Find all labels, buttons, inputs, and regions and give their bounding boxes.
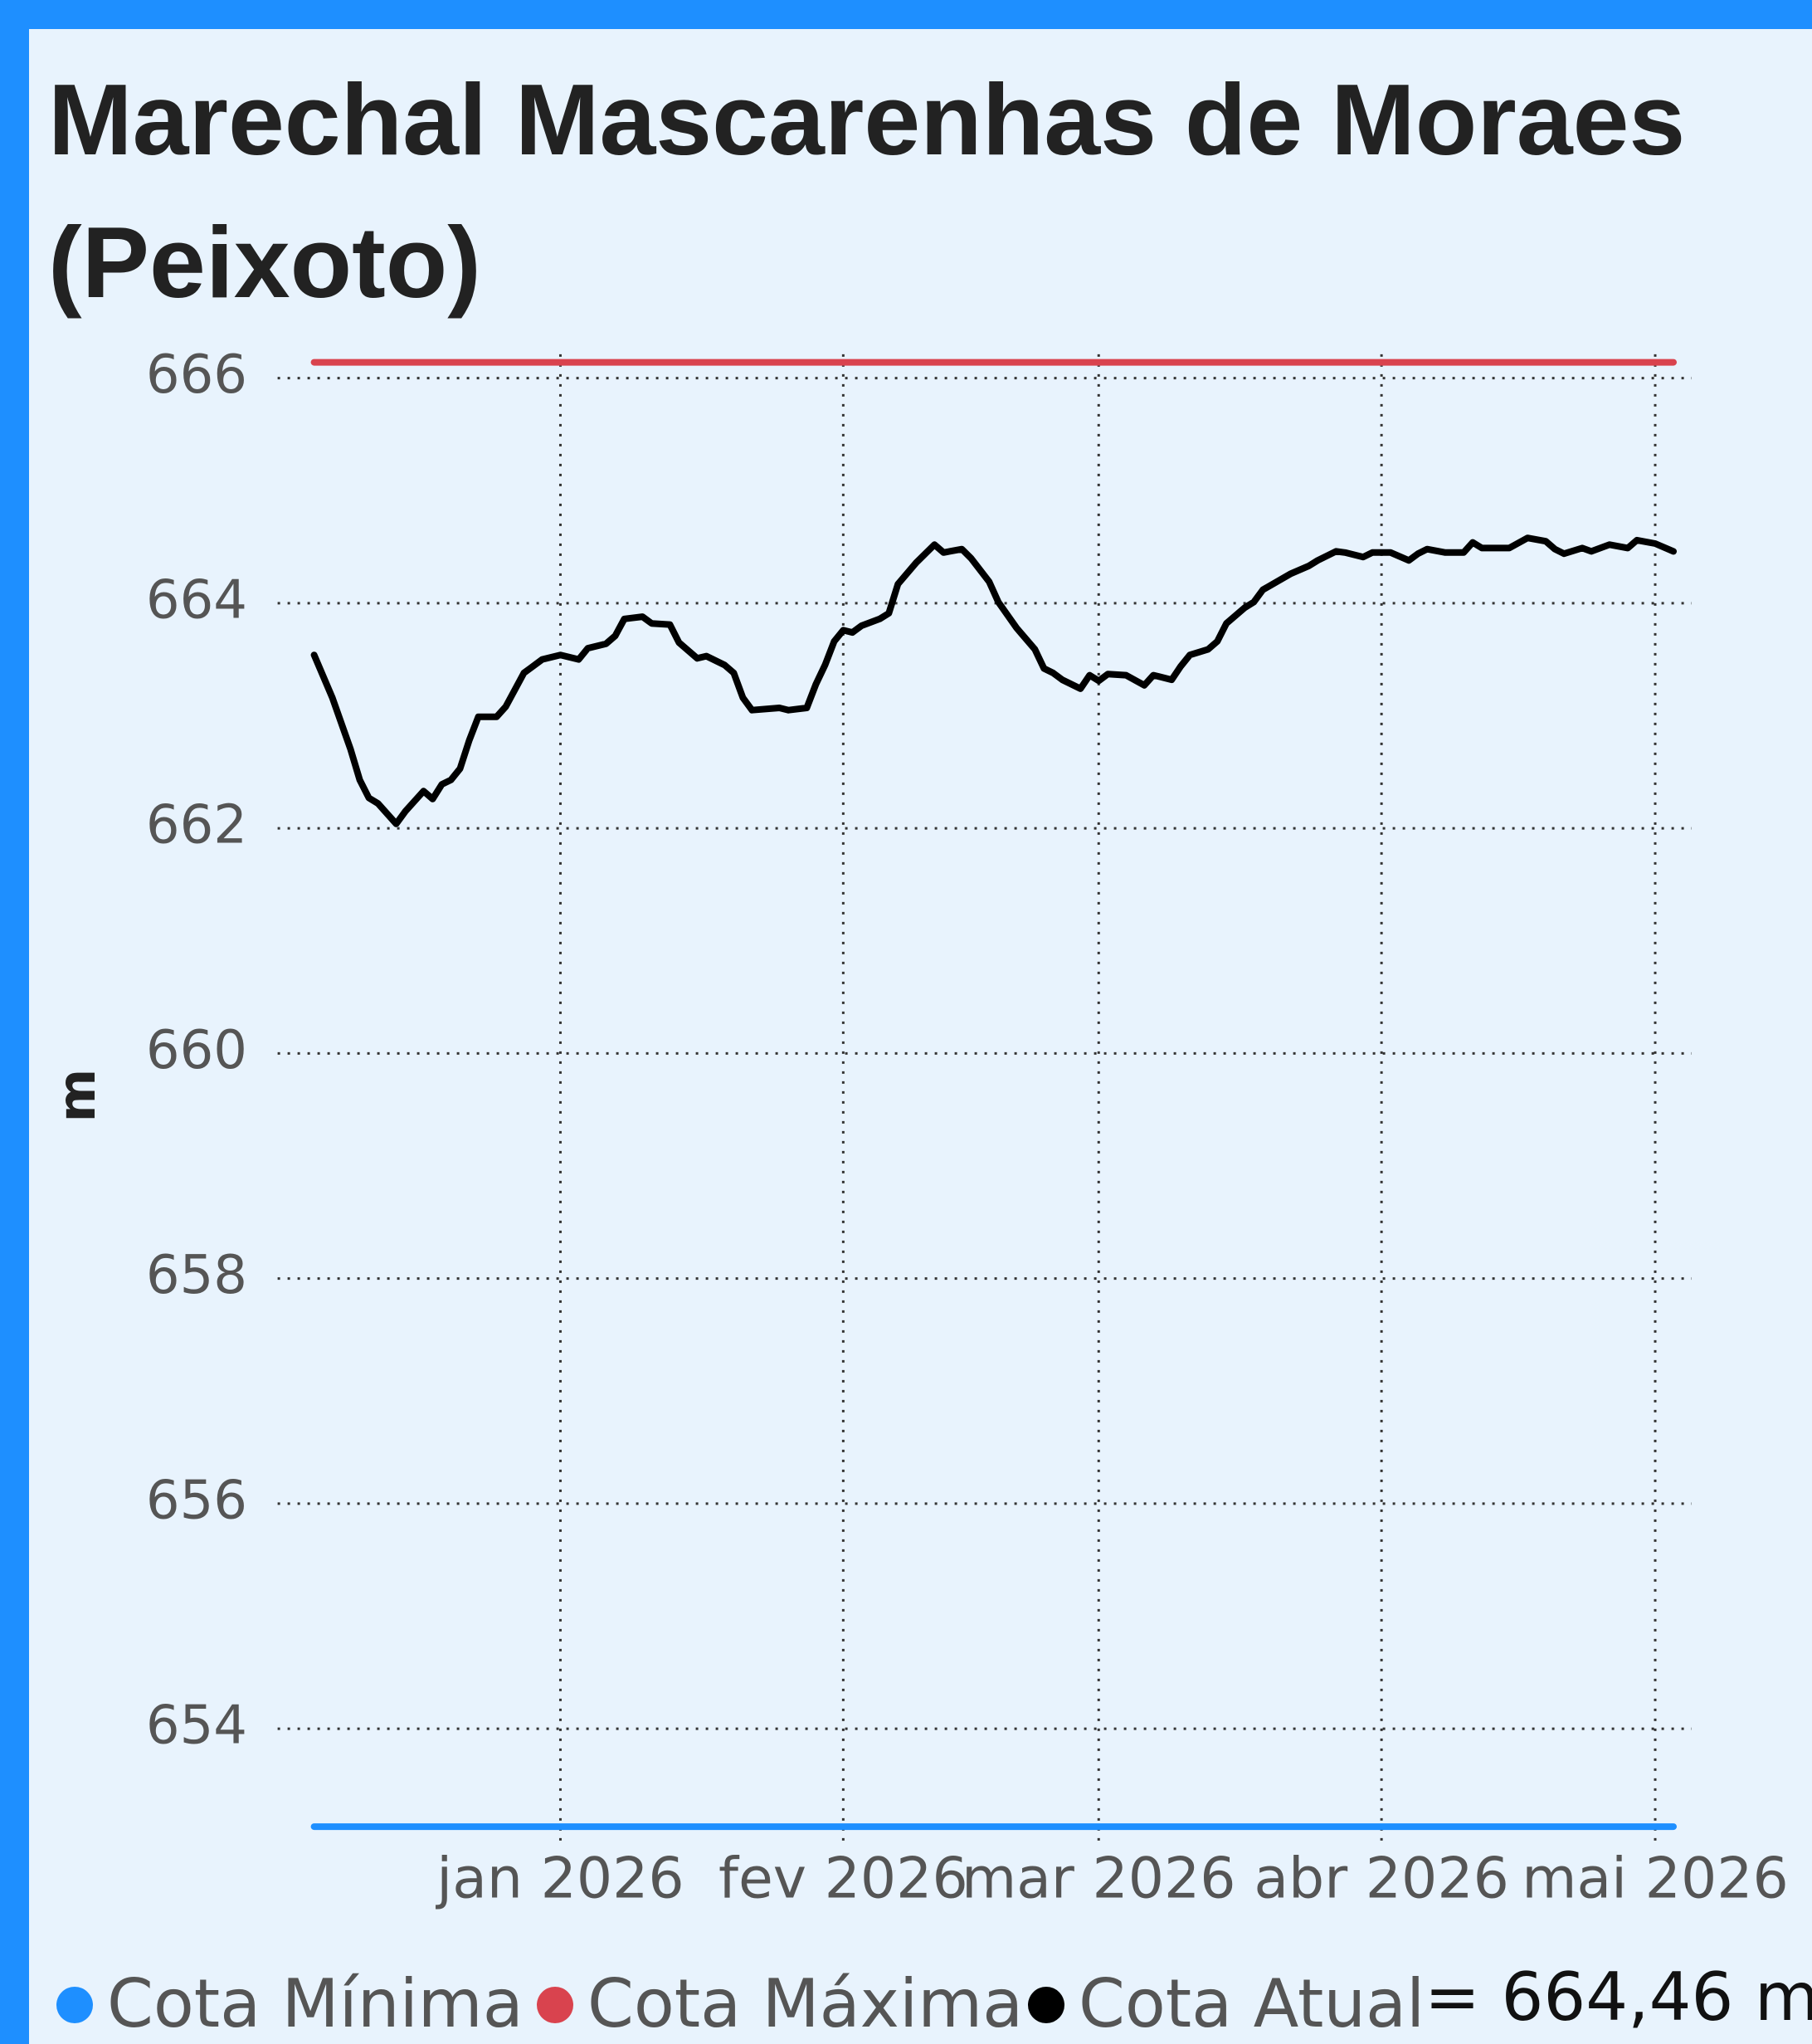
current-value: = 664,46 m (1425, 1959, 1812, 2036)
y-tick-label: 654 (146, 1695, 247, 1757)
legend-marker (1028, 1987, 1064, 2023)
chart-title: Marechal Mascarenhas de Moraes (Peixoto) (48, 63, 1686, 319)
frame-border (0, 0, 1812, 29)
x-tick-label: fev 2026 (718, 1846, 968, 1912)
legend-label: Cota Mínima (107, 1965, 524, 2042)
y-tick-label: 664 (146, 569, 247, 631)
frame-border (0, 0, 29, 2044)
y-tick-label: 656 (146, 1470, 247, 1531)
x-tick-label: mar 2026 (962, 1846, 1236, 1912)
x-tick-label: abr 2026 (1254, 1846, 1508, 1912)
legend-label: Cota Atual (1079, 1965, 1425, 2042)
data-line (310, 534, 1677, 827)
y-tick-label: 666 (146, 344, 247, 406)
x-tick-label: mai 2026 (1522, 1846, 1788, 1912)
y-tick-label: 658 (146, 1245, 247, 1306)
legend-label: Cota Máxima (587, 1965, 1023, 2042)
y-axis-label: m (46, 1069, 107, 1123)
legend-marker (56, 1987, 93, 2023)
legend-marker (537, 1987, 573, 2023)
x-tick-label: jan 2026 (435, 1846, 684, 1912)
y-tick-label: 662 (146, 795, 247, 856)
y-tick-label: 660 (146, 1020, 247, 1081)
